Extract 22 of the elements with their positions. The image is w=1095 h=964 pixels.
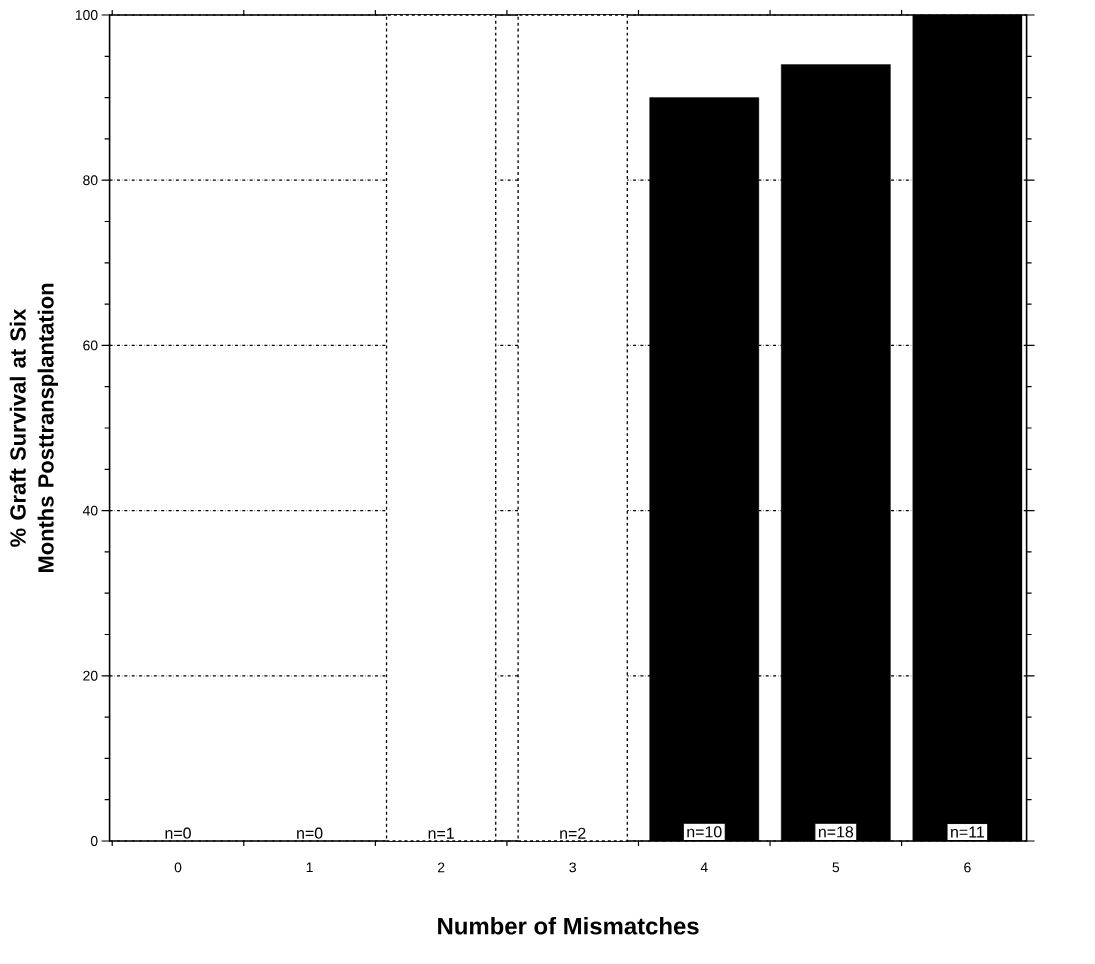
x-tick-label: 0 <box>174 862 182 873</box>
y-tick-label: 20 <box>83 670 98 681</box>
annotation: n=11 <box>951 826 984 838</box>
annotation: n=18 <box>818 826 854 838</box>
annotation: n=1 <box>428 827 454 839</box>
x-tick-label: 1 <box>306 862 313 873</box>
x-tick-label: 6 <box>964 862 971 873</box>
annotation: n=10 <box>687 826 722 838</box>
annotation: n=0 <box>297 827 323 839</box>
y-axis-title: % Graft Survival at Six Months Posttransplantation <box>9 283 59 573</box>
y-tick-label: 60 <box>83 340 98 351</box>
x-axis-title: Number of Mismatches <box>438 917 699 935</box>
y-tick-label: 0 <box>90 836 98 846</box>
y-tick-label: 100 <box>75 10 98 20</box>
x-tick-label: 2 <box>437 862 445 873</box>
y-tick-label: 40 <box>82 505 98 516</box>
annotation: n=0 <box>165 827 191 839</box>
y-tick-label: 80 <box>83 175 98 186</box>
x-tick-label: 5 <box>832 862 840 873</box>
annotation: n=2 <box>560 827 586 839</box>
x-tick-label: 3 <box>569 862 576 873</box>
x-tick-label: 4 <box>700 862 708 873</box>
